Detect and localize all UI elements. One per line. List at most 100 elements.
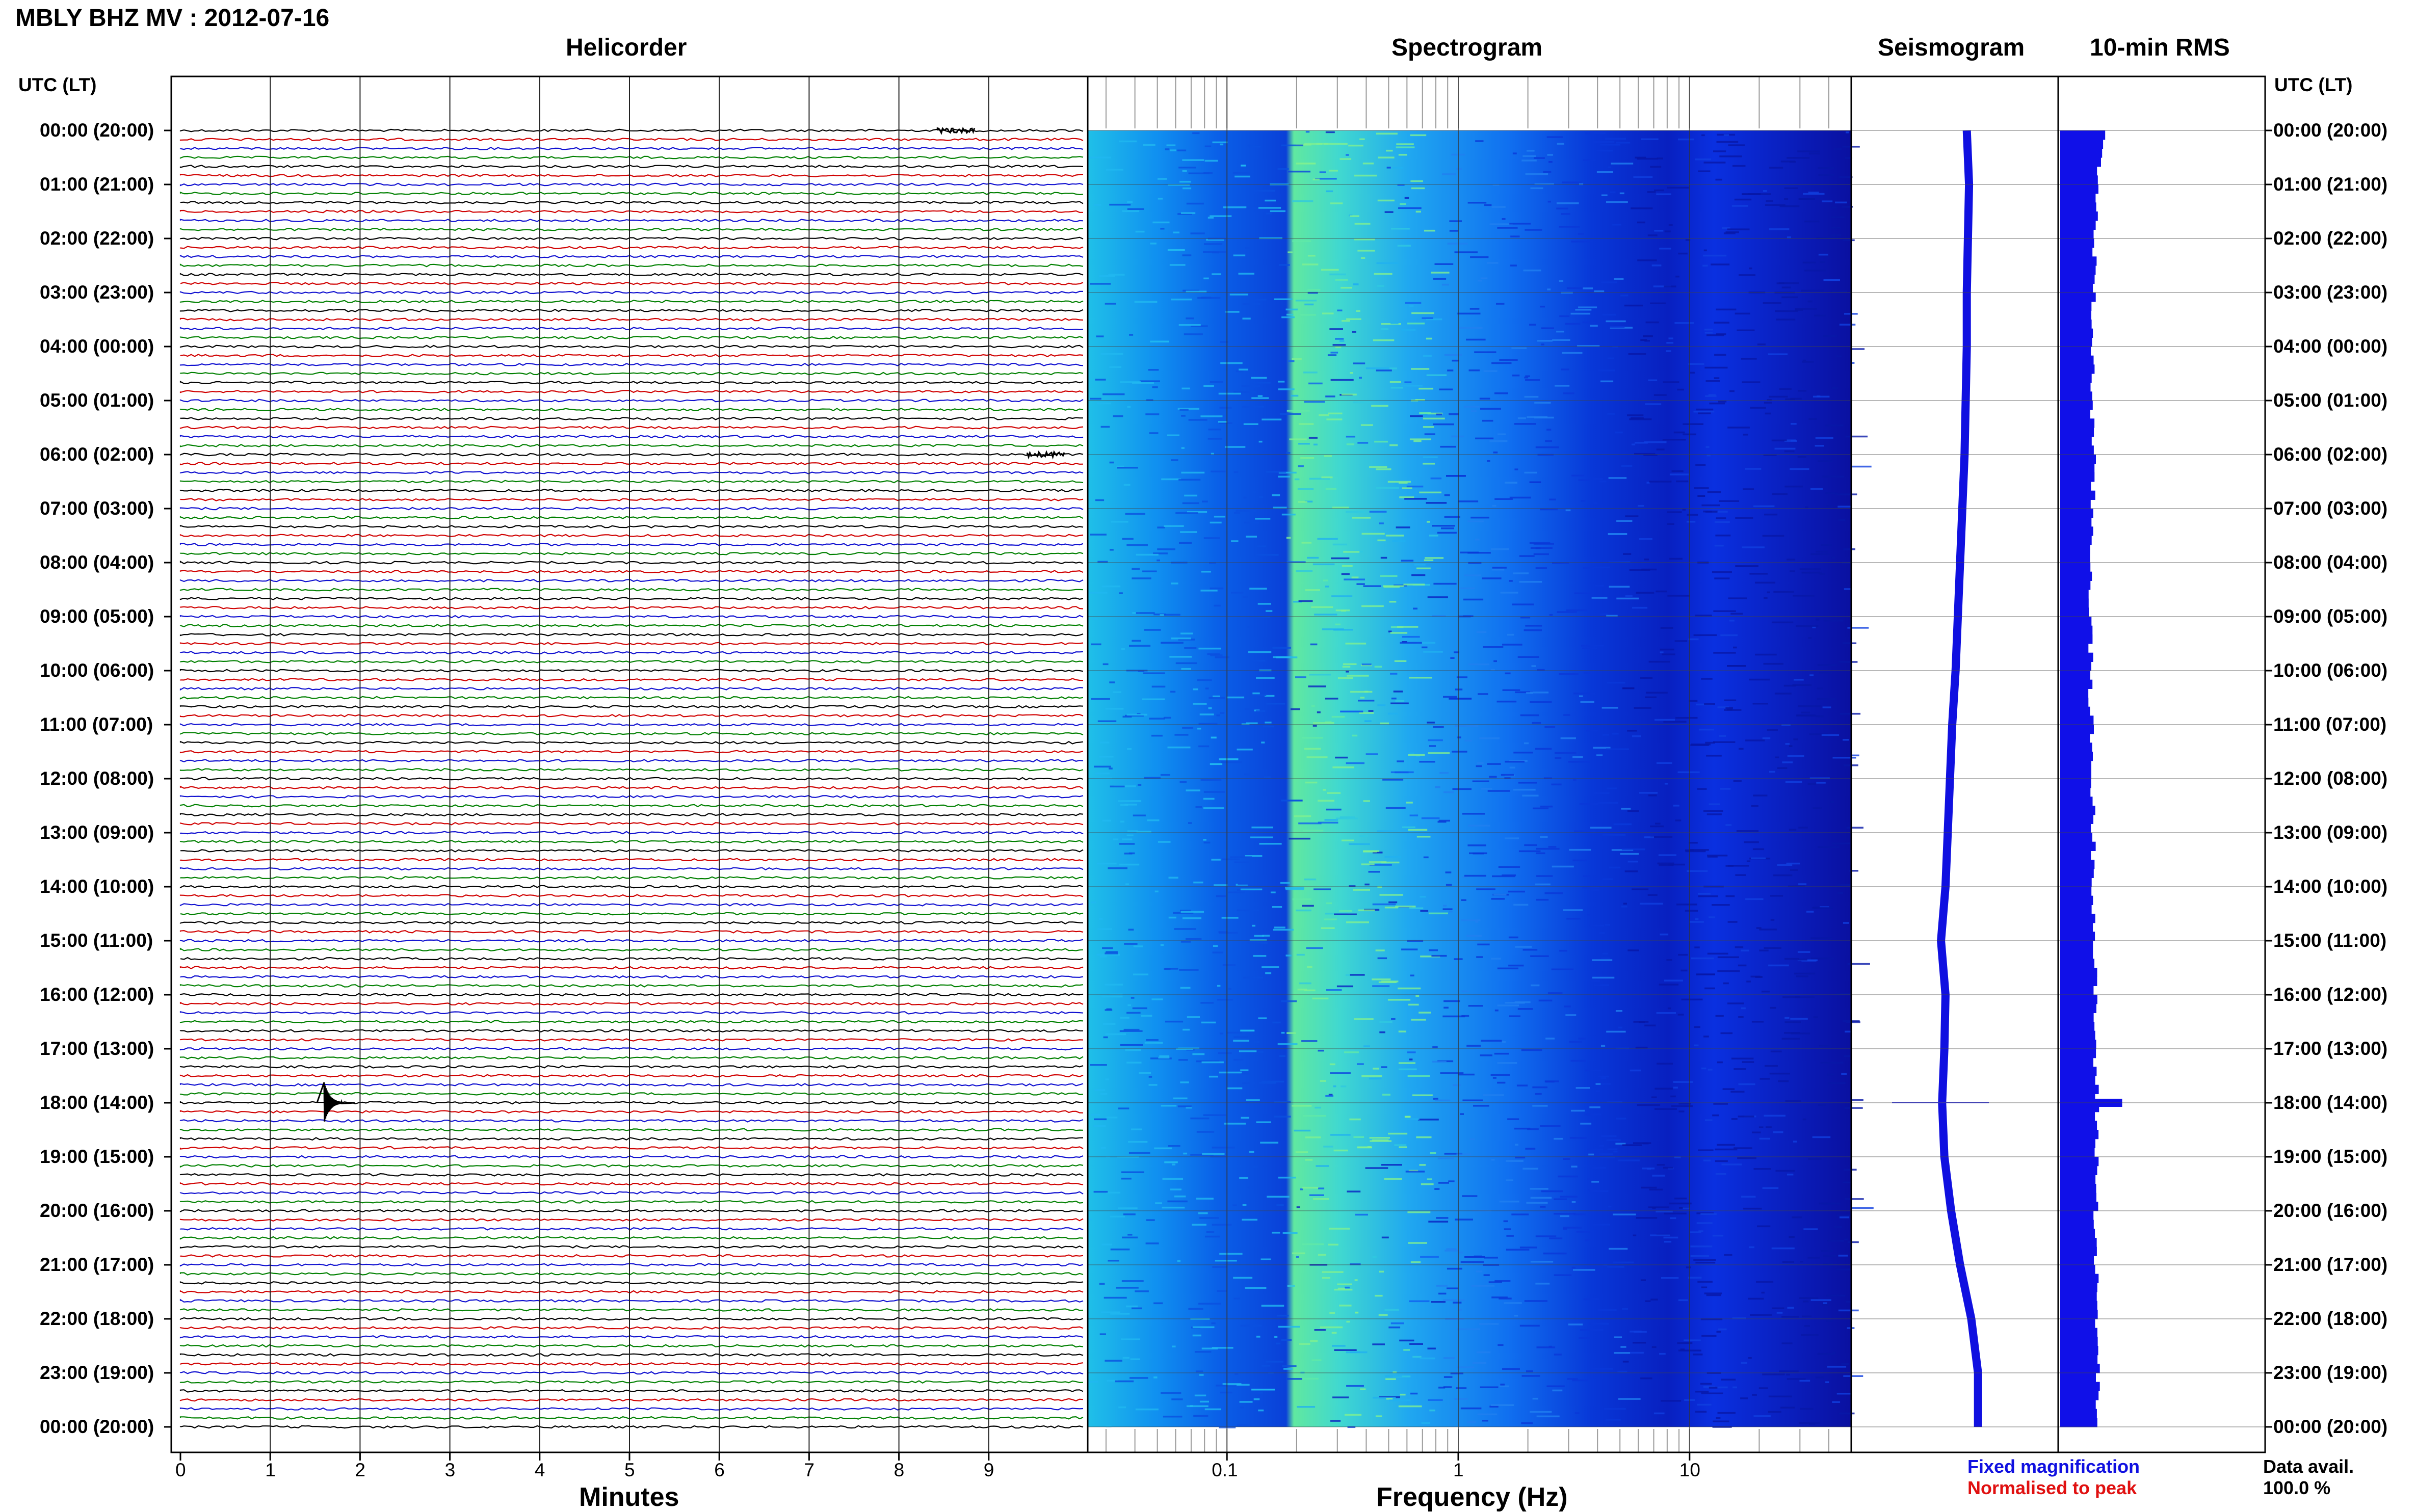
spectrogram-cell	[1604, 1408, 1626, 1410]
helicorder-trace	[179, 227, 1084, 231]
spectrogram-cell	[1308, 437, 1318, 439]
spectrogram-cell	[1346, 318, 1361, 320]
spectrogram-cell	[1281, 1031, 1285, 1034]
spectrogram-cell	[1656, 762, 1672, 764]
spectrogram-cell	[1361, 664, 1372, 667]
rms-bar	[2060, 364, 2095, 374]
spectrogram-cell	[1419, 761, 1435, 763]
helicorder-trace	[179, 1298, 1084, 1303]
spectrogram-cell	[1099, 275, 1115, 277]
spectrogram-cell	[1107, 1380, 1118, 1382]
spectrogram-cell	[1179, 969, 1199, 971]
spectrogram-cell	[1198, 745, 1210, 748]
spectrogram-cell	[1238, 883, 1250, 885]
spectrogram-cell	[1396, 526, 1410, 528]
spectrogram-cell	[1408, 754, 1425, 756]
spectrogram-cell	[1239, 368, 1248, 370]
spectrogram-cell	[1160, 614, 1180, 616]
spectrogram-cell	[1349, 843, 1370, 845]
minute-tick-label: 7	[804, 1460, 815, 1480]
spectrogram-cell	[1627, 949, 1639, 951]
spectrogram-cell	[1168, 1145, 1180, 1147]
spectrogram-cell	[1409, 1058, 1413, 1060]
spectrogram-cell	[1600, 380, 1614, 383]
spectrogram-cell	[1846, 827, 1863, 829]
spectrogram-cell	[1718, 1328, 1727, 1331]
spectrogram-cell	[1182, 170, 1187, 172]
spectrogram-cell	[1270, 210, 1285, 213]
spectrogram-cell	[1698, 412, 1711, 414]
spectrogram-cell	[1089, 1381, 1098, 1383]
spectrogram-cell	[1552, 1389, 1563, 1392]
spectrogram-cell	[1380, 722, 1389, 725]
spectrogram-cell	[1287, 1378, 1302, 1380]
spectrogram-cell	[1277, 168, 1289, 170]
spectrogram-cell	[1843, 239, 1855, 242]
spectrogram-cell	[1545, 1038, 1555, 1040]
rms-bar	[2060, 941, 2093, 950]
spectrogram-cell	[1771, 1247, 1795, 1250]
spectrogram-cell	[1099, 956, 1107, 958]
spectrogram-cell	[1597, 802, 1618, 804]
spectrogram-cell	[1703, 1036, 1709, 1038]
spectrogram-cell	[1410, 1261, 1421, 1263]
spectrogram-cell	[1653, 394, 1667, 396]
spectrogram-cell	[1258, 1017, 1267, 1019]
spectrogram-cell	[1127, 748, 1132, 750]
spectrogram-cell	[1552, 562, 1569, 564]
spectrogram-cell	[1613, 1213, 1636, 1215]
spectrogram-cell	[1252, 659, 1266, 662]
minutes-axis-label: Minutes	[579, 1482, 679, 1512]
spectrogram-cell	[1530, 701, 1552, 703]
spectrogram-cell	[1844, 1169, 1857, 1171]
spectrogram-cell	[1676, 480, 1689, 483]
rms-bar	[2060, 1138, 2095, 1148]
spectrogram-cell	[1423, 651, 1443, 653]
spectrogram-cell	[1410, 974, 1414, 976]
spectrogram-cell	[1398, 1030, 1406, 1032]
spectrogram-cell	[1599, 1156, 1615, 1158]
rms-bar	[2060, 193, 2096, 203]
spectrogram-cell	[1135, 1408, 1159, 1411]
helicorder-trace	[179, 1272, 1084, 1276]
spectrogram-cell	[1758, 1387, 1768, 1389]
spectrogram-cell	[1449, 698, 1472, 700]
spectrogram-cell	[1708, 1386, 1728, 1389]
spectrogram-cell	[1262, 966, 1279, 968]
spectrogram-cell	[1803, 1228, 1818, 1230]
spectrogram-cell	[1462, 1195, 1478, 1197]
spectrogram-cell	[1186, 290, 1207, 293]
spectrogram-cell	[1382, 1094, 1390, 1096]
spectrogram-cell	[1540, 508, 1558, 511]
spectrogram-cell	[1341, 1085, 1347, 1087]
spectrogram-cell	[1601, 957, 1610, 960]
spectrogram-cell	[1536, 852, 1545, 855]
minute-tick-label: 0	[175, 1460, 186, 1480]
spectrogram-cell	[1240, 1407, 1244, 1409]
spectrogram-cell	[1765, 412, 1771, 415]
spectrogram-cell	[1325, 698, 1338, 700]
spectrogram-cell	[1629, 418, 1652, 420]
spectrogram-cell	[1608, 477, 1627, 479]
spectrogram-cell	[1220, 341, 1228, 343]
spectrogram-cell	[1441, 283, 1449, 286]
spectrogram-cell	[1132, 577, 1151, 579]
spectrogram-cell	[1764, 947, 1781, 949]
spectrogram-cell	[1817, 664, 1837, 666]
spectrogram-cell	[1476, 956, 1483, 958]
spectrogram-cell	[1241, 723, 1250, 725]
spectrogram-cell	[1314, 888, 1331, 890]
helicorder-trace	[179, 1011, 1084, 1015]
spectrogram-cell	[1434, 1188, 1440, 1190]
spectrogram-cell	[1669, 473, 1689, 475]
spectrogram-cell	[1644, 836, 1654, 838]
spectrogram-cell	[1708, 1069, 1713, 1071]
spectrogram-cell	[1437, 820, 1447, 823]
spectrogram-cell	[1557, 143, 1564, 145]
spectrogram-cell	[1254, 1041, 1260, 1043]
spectrogram-cell	[1749, 678, 1770, 681]
spectrogram-cell	[1320, 1080, 1326, 1082]
spectrogram-cell	[1673, 1086, 1678, 1089]
helicorder-trace	[179, 624, 1084, 628]
spectrogram-cell	[1796, 625, 1819, 627]
